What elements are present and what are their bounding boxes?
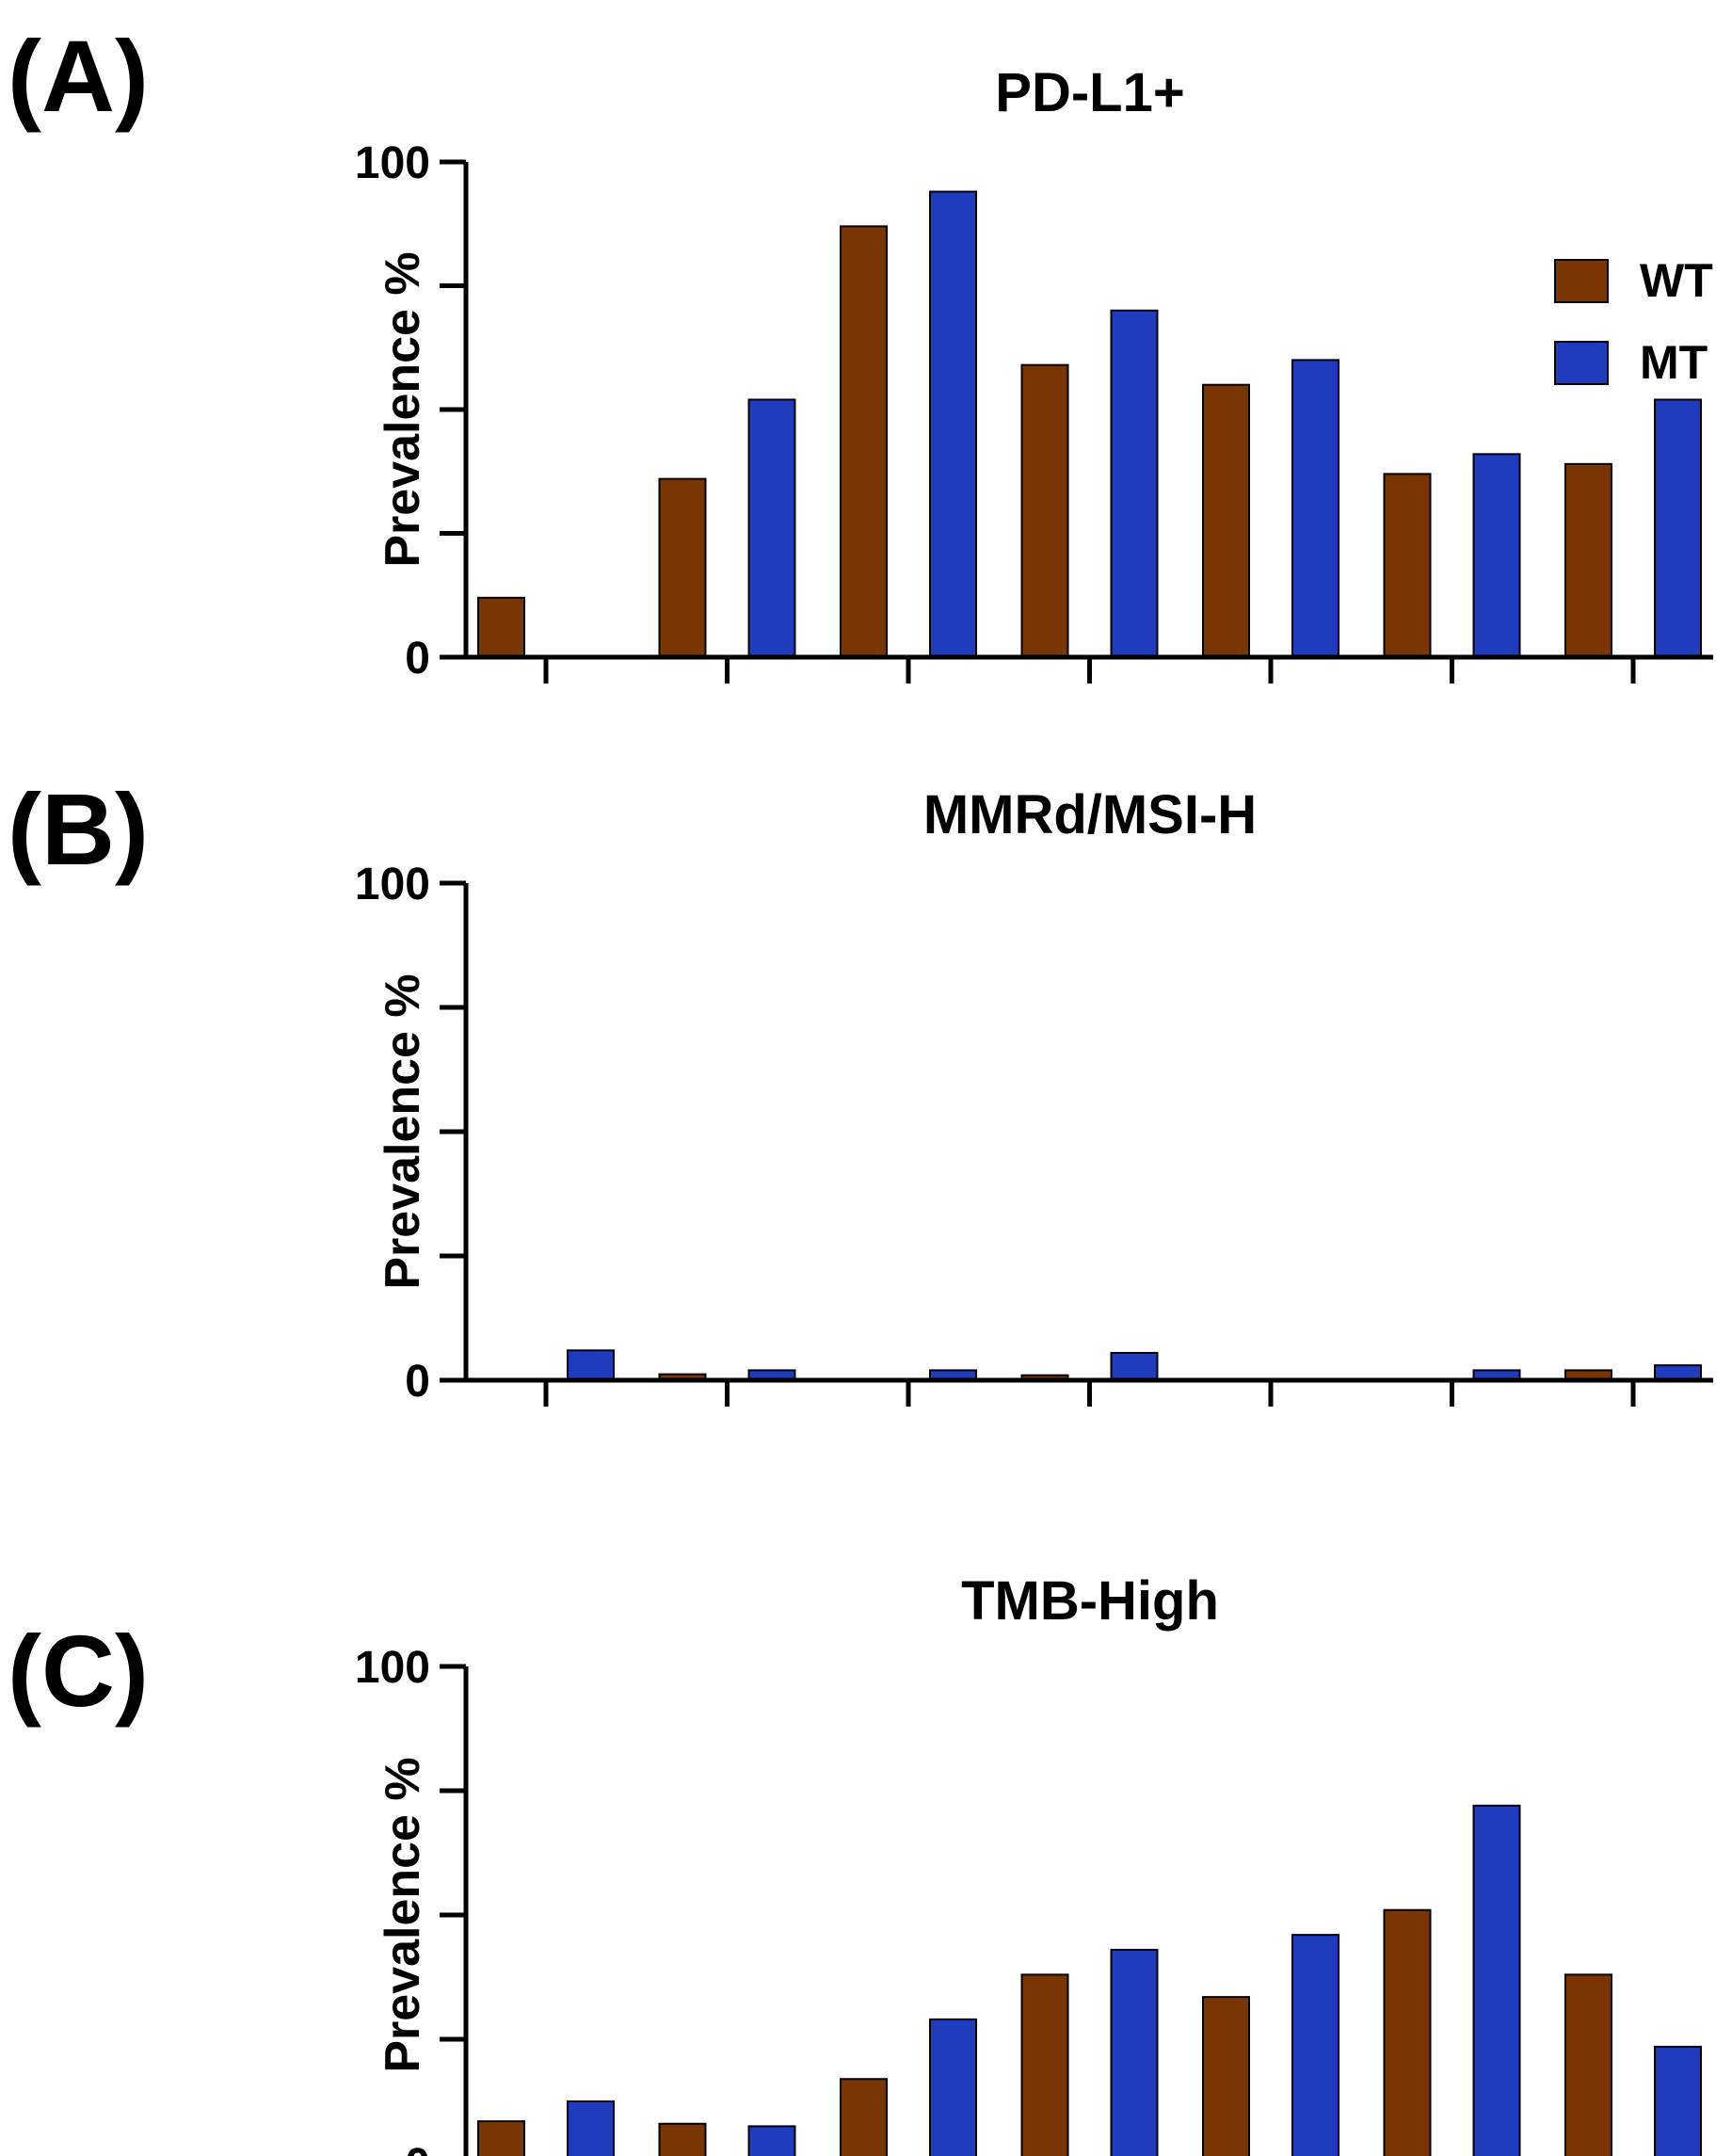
bar-mt-6 <box>1472 1804 1521 2156</box>
bar-wt-5 <box>1202 383 1250 658</box>
bar-mt-3 <box>929 2018 977 2156</box>
bar-mt-1 <box>567 2100 615 2156</box>
bar-mt-5 <box>1291 359 1339 658</box>
panel-label: (C) <box>8 1614 149 1728</box>
legend: WT MT <box>1554 254 1713 389</box>
bar-wt-3 <box>840 225 888 658</box>
y-axis-label: Prevalence % <box>376 973 430 1289</box>
chart-panel-1: (A) PD-L1+ 0 100 Prevalence % WT MT <box>8 19 1713 684</box>
chart-title: TMB-High <box>961 1570 1219 1632</box>
legend-label-mt: MT <box>1640 336 1708 389</box>
legend-swatch-wt <box>1554 259 1609 303</box>
y-tick-label-100: 100 <box>355 860 430 909</box>
bar-mt-5 <box>1291 1934 1339 2156</box>
legend-label-wt: WT <box>1640 254 1713 307</box>
y-tick-label-100: 100 <box>355 1643 430 1693</box>
bar-mt-6 <box>1472 453 1521 658</box>
y-tick-label-0: 0 <box>405 634 430 684</box>
y-axis-label: Prevalence % <box>376 1757 430 2072</box>
bar-wt-3 <box>840 2078 888 2156</box>
bar-mt-4 <box>1110 1351 1159 1381</box>
chart-title: MMRd/MSI-H <box>923 784 1257 845</box>
bar-mt-3 <box>929 190 977 658</box>
bar-mt-2 <box>747 2125 796 2156</box>
bar-mt-7 <box>1654 2045 1702 2156</box>
chart-title: PD-L1+ <box>995 62 1184 123</box>
bar-wt-4 <box>1020 1973 1069 2156</box>
y-tick-label-100: 100 <box>355 138 430 188</box>
bar-wt-1 <box>477 2120 525 2156</box>
panel-label: (B) <box>8 772 149 886</box>
bar-wt-7 <box>1564 462 1612 658</box>
bar-mt-2 <box>747 398 796 658</box>
bar-wt-7 <box>1564 1973 1612 2156</box>
bar-mt-4 <box>1110 309 1159 658</box>
bar-wt-6 <box>1383 473 1432 658</box>
y-tick-label-0: 0 <box>405 2140 430 2156</box>
bar-mt-4 <box>1110 1948 1159 2156</box>
bar-wt-4 <box>1020 363 1069 658</box>
chart-panel-2: (B) MMRd/MSI-H 0 100 Prevalence % <box>8 772 1713 1407</box>
bar-mt-7 <box>1654 398 1702 658</box>
bar-wt-2 <box>658 477 707 659</box>
legend-swatch-mt <box>1554 341 1609 385</box>
chart-panel-3: (C) TMB-High 0 100 Prevalence % <box>8 1570 1702 2156</box>
panel-label: (A) <box>8 19 149 133</box>
y-tick-label-0: 0 <box>405 1357 430 1407</box>
bar-wt-2 <box>658 2122 707 2156</box>
bar-wt-5 <box>1202 1996 1250 2156</box>
bar-mt-1 <box>567 1349 615 1381</box>
bar-wt-1 <box>477 596 525 659</box>
bar-wt-6 <box>1383 1908 1432 2156</box>
y-axis-label: Prevalence % <box>376 251 430 567</box>
